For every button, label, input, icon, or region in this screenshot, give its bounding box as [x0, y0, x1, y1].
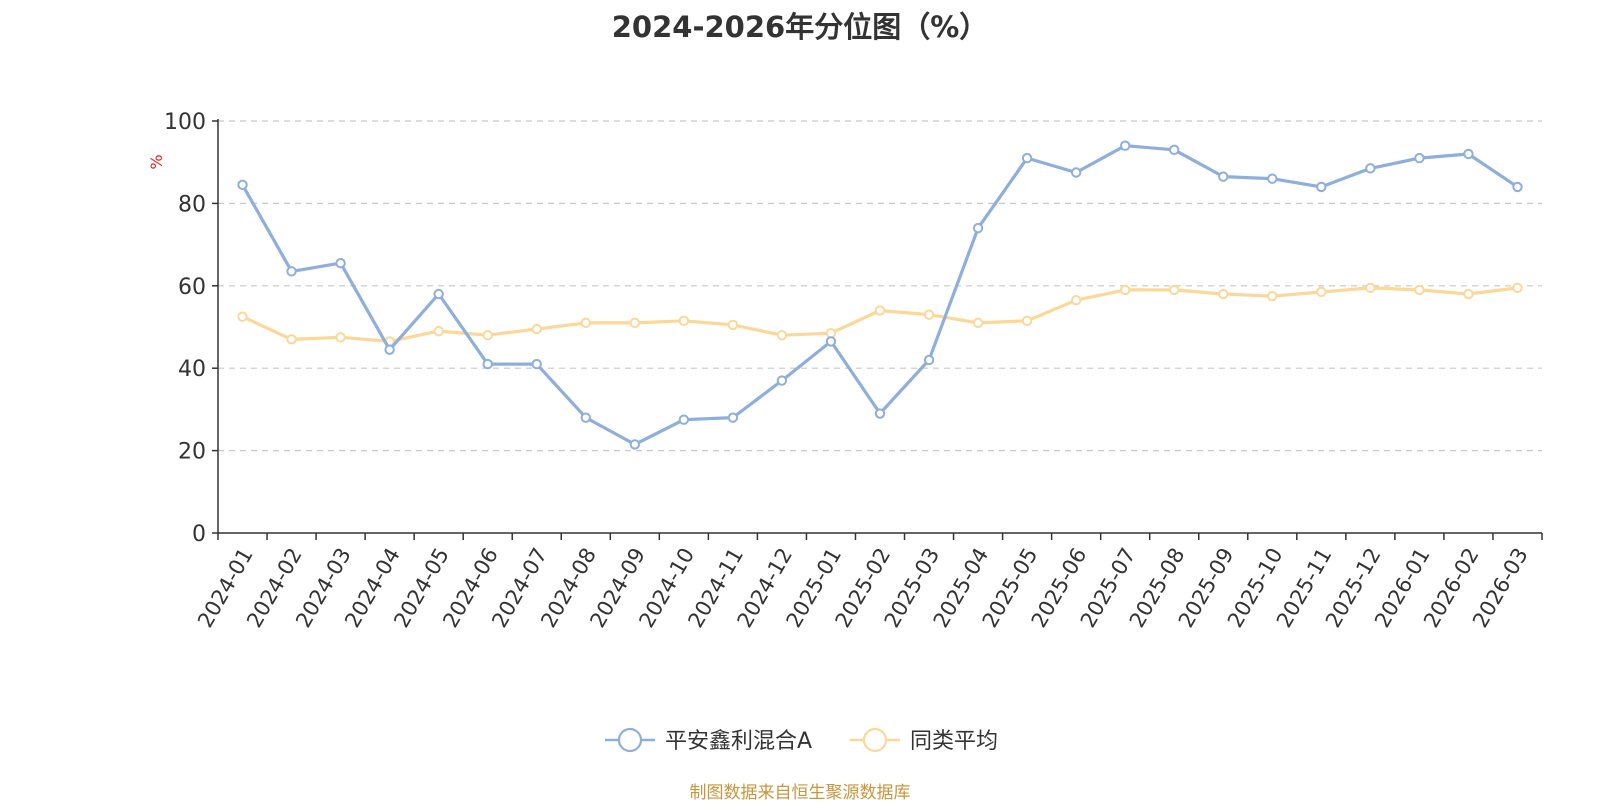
data-point[interactable] — [237, 179, 248, 191]
legend[interactable]: 平安鑫利混合A 同类平均 — [605, 727, 998, 754]
y-tick-label: 0 — [192, 522, 206, 547]
series-2 — [237, 282, 1523, 347]
data-point[interactable] — [286, 334, 297, 345]
y-tick-label: 80 — [178, 192, 206, 217]
legend-label: 平安鑫利混合A — [665, 729, 812, 754]
series-1 — [237, 140, 1523, 450]
data-point[interactable] — [1070, 295, 1082, 306]
series — [237, 140, 1523, 450]
data-point[interactable] — [482, 358, 493, 370]
data-point[interactable] — [678, 414, 690, 425]
y-tick-label: 60 — [178, 275, 206, 300]
data-point[interactable] — [1316, 286, 1327, 298]
data-point[interactable] — [1021, 152, 1033, 164]
legend-item-1[interactable]: 平安鑫利混合A — [605, 727, 812, 754]
data-point[interactable] — [1267, 173, 1278, 184]
data-point[interactable] — [825, 336, 837, 347]
legend-label: 同类平均 — [910, 729, 998, 754]
y-tick-label: 40 — [178, 357, 206, 382]
data-point[interactable] — [972, 317, 984, 329]
data-point[interactable] — [335, 332, 346, 343]
data-point[interactable] — [923, 354, 935, 366]
data-point[interactable] — [1414, 152, 1425, 164]
data-point[interactable] — [825, 327, 837, 339]
data-point[interactable] — [1169, 284, 1180, 296]
data-point[interactable] — [727, 412, 739, 423]
data-point[interactable] — [1463, 288, 1474, 300]
y-axis-label: % — [147, 154, 166, 169]
legend-marker — [617, 727, 643, 753]
data-point[interactable] — [1267, 290, 1278, 302]
axes: 020406080100%2024-012024-022024-032024-0… — [147, 110, 1543, 632]
legend-marker — [862, 727, 888, 753]
y-tick-label: 20 — [178, 440, 206, 465]
data-point[interactable] — [1218, 171, 1229, 182]
data-point[interactable] — [1218, 288, 1229, 300]
data-point[interactable] — [874, 305, 886, 316]
data-point[interactable] — [482, 330, 493, 341]
y-tick-label: 100 — [164, 110, 206, 135]
data-point[interactable] — [923, 309, 935, 320]
data-point[interactable] — [433, 325, 444, 337]
data-point[interactable] — [1119, 284, 1131, 296]
data-point[interactable] — [629, 317, 641, 329]
data-point[interactable] — [972, 222, 984, 234]
data-point[interactable] — [531, 358, 542, 370]
data-point[interactable] — [335, 257, 346, 269]
legend-item-2[interactable]: 同类平均 — [850, 727, 998, 754]
data-point[interactable] — [776, 375, 788, 386]
data-point[interactable] — [629, 439, 641, 450]
data-point[interactable] — [384, 344, 395, 355]
data-point[interactable] — [1414, 284, 1425, 296]
data-point[interactable] — [286, 266, 297, 277]
data-point[interactable] — [678, 315, 690, 327]
data-point[interactable] — [237, 311, 248, 322]
data-point[interactable] — [1365, 282, 1376, 294]
data-point[interactable] — [776, 330, 788, 341]
data-point[interactable] — [1512, 282, 1523, 294]
data-point[interactable] — [1365, 163, 1376, 174]
data-point[interactable] — [1169, 144, 1180, 156]
data-point[interactable] — [531, 323, 542, 335]
data-point[interactable] — [1119, 140, 1131, 151]
data-point[interactable] — [727, 319, 739, 331]
data-point[interactable] — [580, 412, 591, 423]
data-point[interactable] — [433, 288, 444, 300]
data-point[interactable] — [1512, 181, 1523, 193]
source-note: 制图数据来自恒生聚源数据库 — [689, 783, 911, 803]
data-point[interactable] — [1070, 167, 1082, 178]
chart-title: 2024-2026年分位图（%） — [611, 10, 989, 44]
data-point[interactable] — [1021, 315, 1033, 327]
grid-lines — [218, 120, 1542, 452]
data-point[interactable] — [1316, 181, 1327, 193]
data-point[interactable] — [874, 408, 886, 419]
data-point[interactable] — [1463, 148, 1474, 160]
data-point[interactable] — [580, 317, 591, 329]
